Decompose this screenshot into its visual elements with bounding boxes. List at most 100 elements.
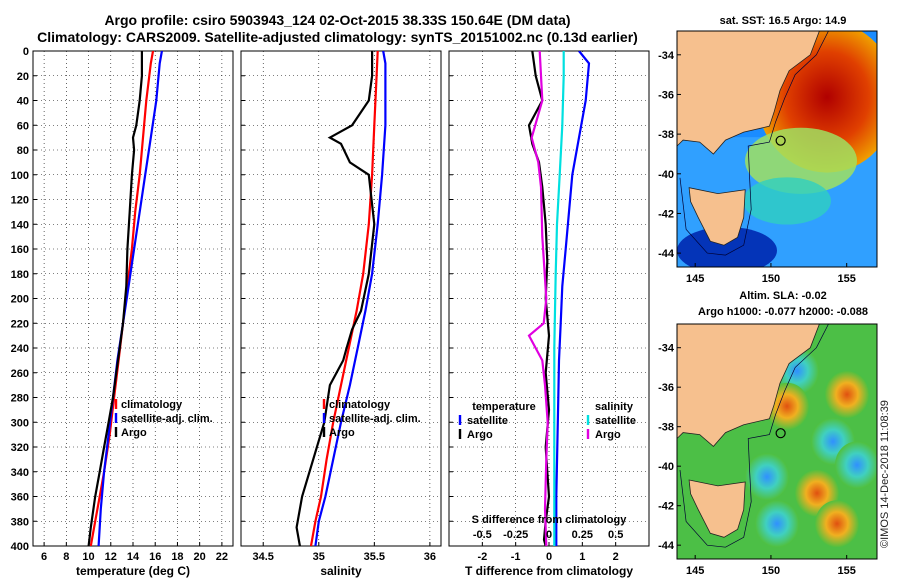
sla-map-australia-land <box>677 324 820 447</box>
sla-map-title-line2: Argo h1000: -0.077 h2000: -0.088 <box>698 306 868 318</box>
salinity-x-tick-label: 35.5 <box>364 551 385 563</box>
sla-map: -34 -36 -38 -40 -42 -44 145 150 155 <box>658 323 878 577</box>
temperature-legend-label: satellite-adj. clim. <box>121 413 213 425</box>
diff-legend-s-label: satellite <box>595 415 636 427</box>
depth-tick-label: 300 <box>11 417 29 429</box>
sst-map-argo-marker <box>775 135 786 146</box>
diff-s-axis-label: S difference from climatology <box>472 514 628 526</box>
salinity-x-axis-label: salinity <box>320 564 362 578</box>
sst-map-lat-label: -36 <box>658 89 674 101</box>
depth-tick-label: 260 <box>11 368 29 380</box>
temperature-x-tick-label: 20 <box>194 551 206 563</box>
diff-s-tick-label: -0.25 <box>503 529 528 541</box>
sla-eddy <box>755 500 799 548</box>
depth-tick-label: 20 <box>17 71 29 83</box>
difference-series-s-satellite <box>553 51 565 546</box>
figure-title-line2: Climatology: CARS2009. Satellite-adjuste… <box>37 29 638 45</box>
depth-tick-label: 140 <box>11 219 29 231</box>
diff-legend-t-label: satellite <box>467 415 508 427</box>
difference-series-t-satellite <box>555 51 591 546</box>
sla-map-lat-label: -38 <box>658 422 674 434</box>
depth-tick-label: 100 <box>11 170 29 182</box>
sla-map-frame <box>676 323 878 560</box>
salinity-x-tick-label: 34.5 <box>253 551 274 563</box>
sst-map-lat-label: -34 <box>658 50 675 62</box>
depth-tick-label: 0 <box>23 46 29 58</box>
diff-legend-t-label: Argo <box>467 429 493 441</box>
diff-legend-s-label: Argo <box>595 429 621 441</box>
sst-map-lon-label: 145 <box>686 273 704 285</box>
sst-map-lat-label: -38 <box>658 129 674 141</box>
sst-mid-water <box>743 177 831 225</box>
depth-tick-label: 320 <box>11 442 29 454</box>
salinity-legend-label: satellite-adj. clim. <box>329 413 421 425</box>
sla-eddy <box>825 371 869 418</box>
salinity-series-argo <box>295 51 376 546</box>
sla-map-lat-label: -40 <box>658 461 674 473</box>
temperature-legend-label: Argo <box>121 427 147 439</box>
sst-map-lat-label: -44 <box>658 248 675 260</box>
sla-eddy <box>835 441 877 489</box>
sla-map-title-line1: Altim. SLA: -0.02 <box>739 290 827 302</box>
sla-map-lat-label: -36 <box>658 382 674 394</box>
salinity-x-tick-label: 35 <box>313 551 325 563</box>
depth-tick-label: 200 <box>11 294 29 306</box>
depth-tick-label: 240 <box>11 343 29 355</box>
sst-cold-water <box>677 226 777 267</box>
depth-tick-label: 380 <box>11 516 29 528</box>
temperature-x-tick-label: 22 <box>216 551 228 563</box>
difference-x-tick-label: 2 <box>613 551 619 563</box>
sst-map-lat-label: -42 <box>658 208 674 220</box>
sla-map-tasmania-land <box>688 479 746 538</box>
sla-map-argo-marker <box>775 428 786 439</box>
temperature-x-tick-label: 18 <box>171 551 183 563</box>
depth-tick-label: 160 <box>11 244 29 256</box>
difference-x-axis-label: T difference from climatology <box>465 564 633 578</box>
sla-eddy <box>745 453 789 501</box>
difference-x-tick-label: 0 <box>546 551 552 563</box>
temperature-x-tick-label: 8 <box>63 551 69 563</box>
diff-s-tick-label: 0 <box>546 529 552 541</box>
temperature-series-satellite-adj-clim- <box>97 51 163 546</box>
sst-map-tasmania-land <box>688 187 746 246</box>
salinity-legend-label: climatology <box>329 399 391 411</box>
difference-series-s-argo <box>527 51 549 546</box>
sst-map-lon-label: 155 <box>838 273 856 285</box>
temperature-x-tick-label: 16 <box>149 551 161 563</box>
depth-tick-label: 180 <box>11 269 29 281</box>
difference-x-tick-label: -1 <box>511 551 521 563</box>
depth-tick-label: 280 <box>11 393 29 405</box>
temperature-series-argo <box>87 51 143 546</box>
temperature-legend-label: climatology <box>121 399 183 411</box>
sst-map-lon-label: 150 <box>762 273 780 285</box>
sla-map-lon-label: 155 <box>838 565 856 577</box>
temperature-x-tick-label: 10 <box>82 551 94 563</box>
salinity-x-tick-label: 36 <box>424 551 436 563</box>
figure-title-line1: Argo profile: csiro 5903943_124 02-Oct-2… <box>104 12 571 28</box>
depth-tick-label: 220 <box>11 318 29 330</box>
sst-map: -34 -36 -38 -40 -42 -44 145 150 155 <box>658 30 878 285</box>
depth-tick-label: 40 <box>17 96 29 108</box>
diff-s-tick-label: 0.25 <box>572 529 593 541</box>
temperature-x-tick-label: 6 <box>41 551 47 563</box>
depth-tick-label: 400 <box>11 541 29 553</box>
salinity-series-satellite-adj-clim- <box>314 51 387 546</box>
sla-map-content <box>677 324 877 559</box>
sst-warm-eddy <box>745 127 857 194</box>
sst-map-title: sat. SST: 16.5 Argo: 14.9 <box>719 15 847 27</box>
depth-tick-label: 60 <box>17 120 29 132</box>
sst-map-australia-land <box>677 31 820 155</box>
depth-tick-label: 80 <box>17 145 29 157</box>
sla-map-lon-label: 145 <box>686 565 704 577</box>
difference-x-tick-label: 1 <box>579 551 585 563</box>
difference-x-tick-label: -2 <box>477 551 487 563</box>
diff-legend-t-title: temperature <box>472 401 536 413</box>
temperature-x-tick-label: 12 <box>105 551 117 563</box>
depth-tick-label: 360 <box>11 492 29 504</box>
sla-eddy <box>815 500 859 548</box>
sla-map-lat-label: -42 <box>658 501 674 513</box>
diff-s-tick-label: -0.5 <box>473 529 492 541</box>
sla-map-lat-label: -44 <box>658 540 675 552</box>
sst-map-frame <box>676 30 878 268</box>
